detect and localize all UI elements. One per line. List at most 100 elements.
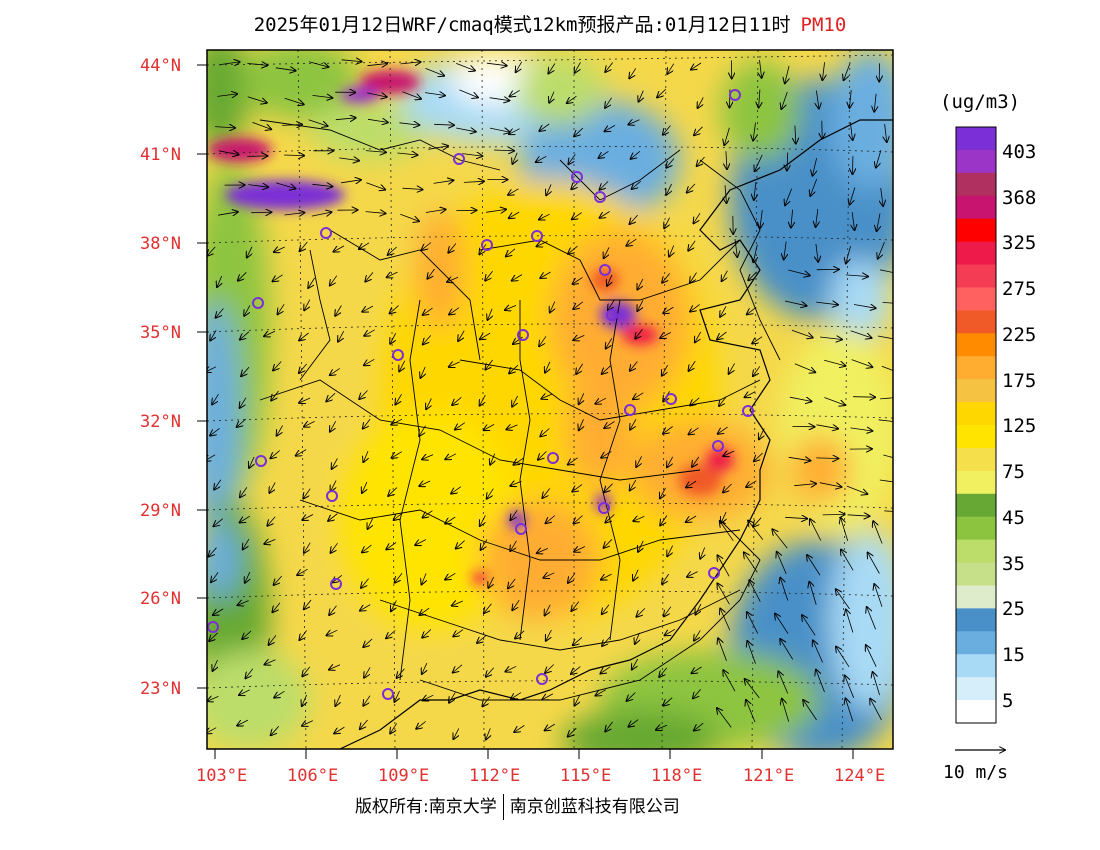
wind-arrow [881, 365, 893, 371]
wind-arrow [506, 248, 516, 257]
lat-label: 26°N [140, 589, 181, 609]
wind-arrow [242, 630, 252, 639]
city-marker [330, 578, 342, 590]
wind-arrow [463, 181, 484, 182]
wind-arrow [877, 213, 880, 231]
city-marker [453, 153, 465, 165]
wind-arrow [633, 569, 638, 581]
wind-arrow [274, 575, 282, 585]
wind-arrow [579, 393, 584, 404]
wind-arrow [545, 604, 551, 616]
wind-arrow [606, 338, 613, 348]
colorbar-label: 45 [1002, 507, 1025, 529]
colorbar-swatch [956, 195, 996, 220]
wind-arrow [512, 395, 518, 407]
city-marker [536, 673, 548, 685]
wind-arrow [546, 515, 556, 524]
wind-arrow [392, 451, 403, 458]
colorbar-swatch [956, 539, 996, 563]
wind-arrow [400, 62, 421, 64]
wind-arrow [445, 454, 457, 460]
wind-arrow [276, 182, 295, 189]
city-marker [665, 393, 677, 405]
wind-arrow [252, 122, 271, 129]
wind-arrow [326, 392, 336, 401]
wind-arrow [391, 419, 403, 425]
wind-arrow [694, 722, 704, 731]
wind-arrow [269, 482, 276, 493]
wind-arrow [784, 300, 807, 306]
wind-arrow [660, 515, 668, 526]
wind-arrow [816, 458, 838, 459]
wind-arrow [579, 419, 584, 430]
wind-arrow [364, 329, 375, 336]
wind-arrow [218, 151, 239, 155]
wind-arrow [748, 521, 764, 540]
wind-arrow [297, 568, 308, 575]
wind-arrow [788, 269, 809, 276]
wind-arrow [545, 361, 550, 373]
lat-label: 29°N [140, 501, 181, 521]
wind-arrow [422, 455, 434, 460]
wind-arrow [456, 540, 465, 549]
wind-arrow [452, 396, 462, 405]
wind-arrow [816, 425, 839, 429]
wind-arrow [207, 367, 217, 372]
wind-arrow [604, 421, 615, 429]
wind-arrow [717, 583, 730, 605]
lon-label: 109°E [378, 766, 430, 786]
wind-arrow [604, 539, 613, 548]
wind-arrow [543, 573, 555, 578]
wind-arrow [810, 519, 822, 541]
wind-arrow [626, 238, 637, 246]
wind-arrow [428, 146, 448, 149]
wind-arrow [725, 185, 727, 203]
title-main: 2025年01月12日WRF/cmaq模式12km预报产品:01月12日11时 [253, 14, 791, 36]
wind-arrow [599, 150, 609, 158]
wind-arrow [368, 518, 373, 529]
wind-arrow [237, 720, 249, 726]
wind-arrow [667, 63, 675, 74]
wind-arrow [631, 150, 641, 159]
wind-arrow [807, 555, 821, 576]
wind-arrow [390, 723, 398, 733]
wind-arrow [780, 639, 794, 660]
wind-arrow [628, 120, 640, 125]
wind-arrow [852, 212, 854, 230]
copyright: 版权所有:南京大学 南京创蓝科技有限公司 [355, 792, 680, 820]
wind-arrow [574, 127, 584, 136]
wind-arrow [688, 240, 696, 251]
wind-arrow [660, 487, 666, 499]
wind-arrow [759, 89, 760, 108]
wind-arrow [723, 483, 732, 492]
wind-arrow [600, 211, 610, 218]
wind-arrow [335, 118, 356, 120]
wind-arrow [746, 480, 757, 487]
wind-arrow [775, 614, 789, 634]
wind-arrow [747, 641, 756, 664]
wind-arrow [754, 182, 756, 200]
colorbar-swatch [956, 493, 996, 518]
wind-arrow [329, 665, 341, 670]
wind-arrow [341, 180, 361, 183]
wind-arrow [664, 606, 672, 617]
wind-arrow [810, 178, 818, 196]
wind-arrow [791, 329, 813, 337]
wind-arrow [308, 277, 316, 288]
wind-arrow [791, 209, 793, 228]
wind-arrow [365, 212, 386, 214]
wind-arrow [213, 659, 218, 671]
wind-arrow [422, 242, 432, 251]
wind-arrow [745, 679, 760, 699]
wind-arrow [425, 68, 445, 75]
wind-arrow [816, 670, 825, 693]
wind-arrow [400, 213, 419, 221]
lat-label: 35°N [140, 323, 181, 343]
wind-arrow [816, 243, 818, 262]
wind-arrow [568, 245, 578, 254]
wind-arrow [215, 127, 235, 128]
colorbar-label: 5 [1002, 690, 1014, 712]
wind-arrow [480, 394, 486, 406]
wind-arrow [602, 604, 610, 615]
colorbar-swatch [956, 402, 996, 426]
